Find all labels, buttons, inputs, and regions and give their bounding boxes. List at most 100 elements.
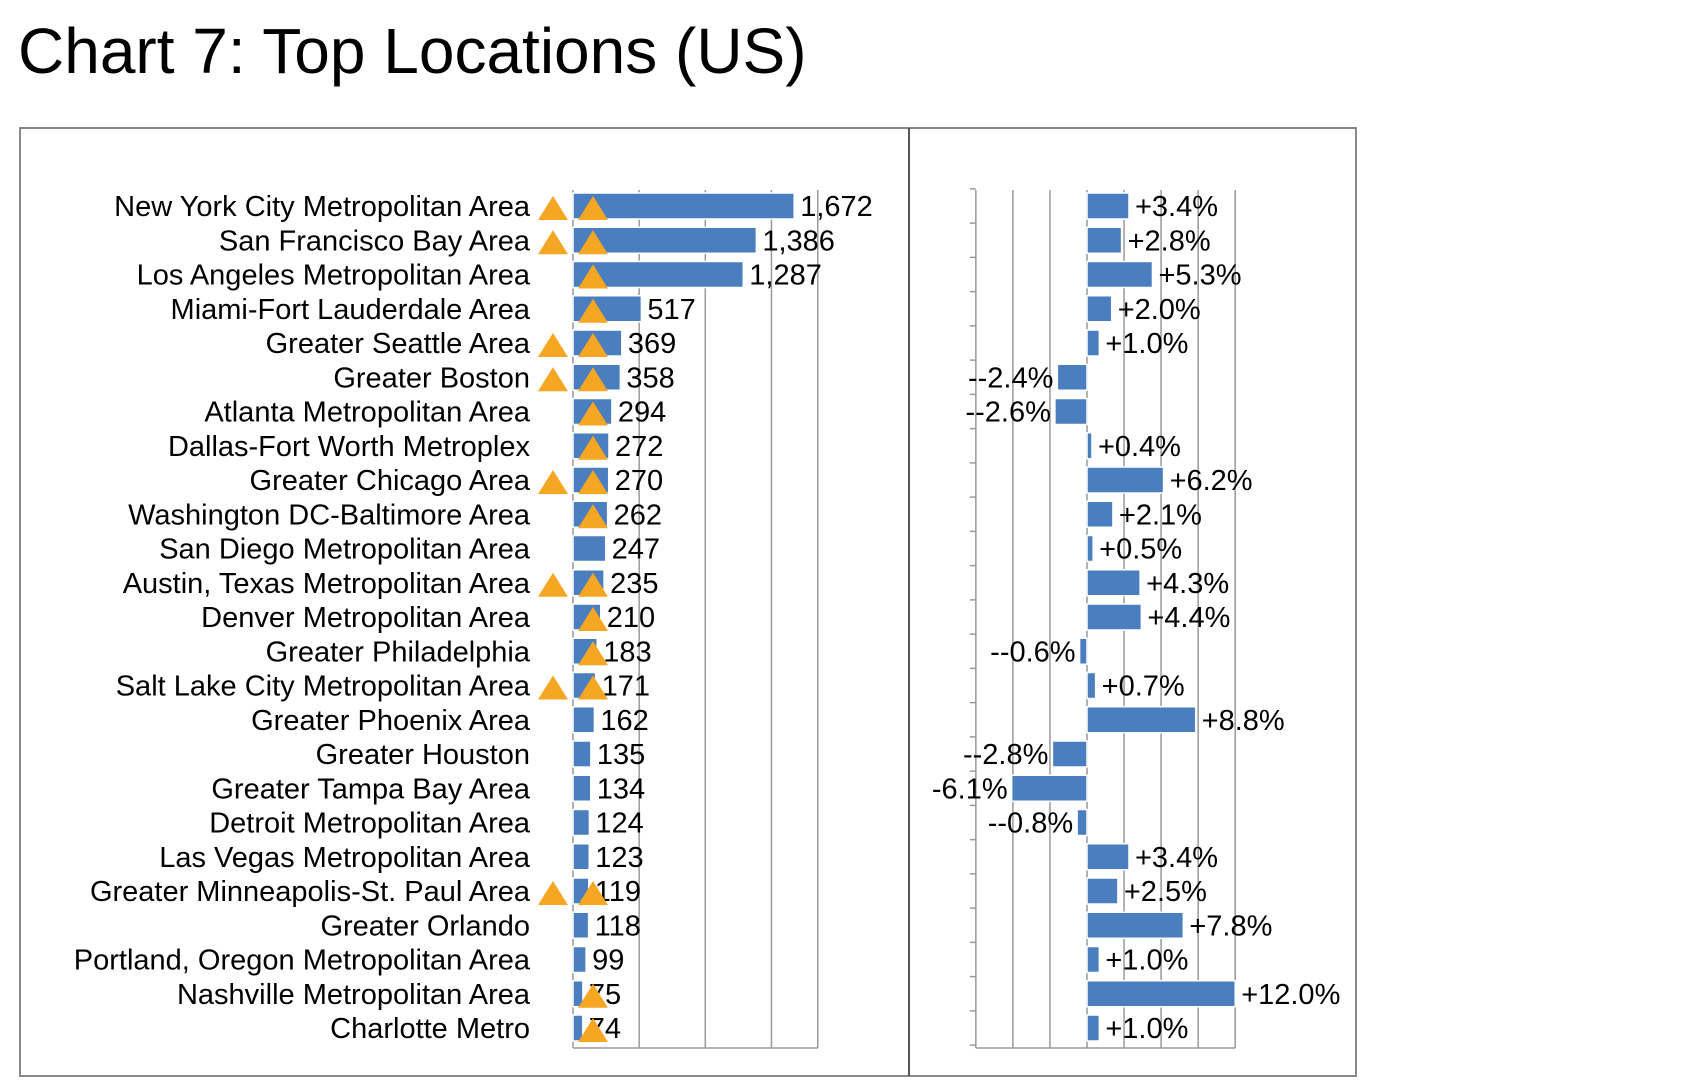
category-trend-marker: [538, 881, 568, 905]
count-bar: [572, 808, 591, 837]
location-label: Portland, Oregon Metropolitan Area: [74, 945, 531, 977]
count-value-label: 162: [600, 705, 648, 737]
bar-trend-marker: [578, 675, 608, 700]
count-value-label: 183: [603, 636, 651, 668]
bar-trend-marker: [578, 470, 608, 494]
bar-trend-marker: [578, 230, 608, 255]
growth-bar: [1086, 295, 1113, 323]
count-value-label: 1,672: [800, 191, 873, 223]
growth-bar: [1086, 329, 1101, 357]
count-bar: [572, 1014, 584, 1042]
bar-trend-marker: [578, 572, 608, 597]
growth-bar: [1086, 500, 1114, 528]
growth-value-label: +4.4%: [1147, 602, 1230, 634]
growth-value-label: +4.3%: [1146, 568, 1229, 600]
count-value-label: 1,386: [762, 225, 835, 257]
bar-trend-marker: [578, 196, 608, 220]
growth-value-label: +1.0%: [1105, 945, 1188, 977]
growth-bar: [1086, 534, 1094, 563]
growth-value-label: +8.8%: [1202, 705, 1285, 737]
count-value-label: 517: [647, 294, 695, 326]
bar-trend-marker: [578, 435, 608, 460]
growth-value-label: +12.0%: [1241, 979, 1340, 1011]
location-label: Greater Seattle Area: [266, 328, 531, 360]
trend-markers: [538, 196, 608, 1042]
location-label: Greater Houston: [316, 739, 530, 771]
count-bar: [572, 774, 592, 802]
category-trend-marker: [538, 367, 568, 392]
count-bar: [572, 980, 584, 1008]
growth-value-label: -6.1%: [932, 773, 1008, 805]
growth-bars: [1010, 192, 1236, 1042]
location-label: Greater Philadelphia: [266, 636, 531, 668]
location-label: Greater Phoenix Area: [251, 705, 531, 737]
location-label: San Diego Metropolitan Area: [159, 534, 531, 566]
growth-bar: [1086, 1014, 1101, 1042]
growth-bar: [1086, 706, 1197, 734]
count-value-label: 135: [597, 739, 645, 771]
count-value-label: 272: [615, 431, 663, 463]
count-bar: [572, 740, 592, 768]
growth-value-label: +0.5%: [1099, 534, 1182, 566]
category-trend-marker: [538, 675, 568, 700]
growth-bar: [1078, 637, 1088, 665]
category-trend-marker: [538, 196, 568, 220]
growth-value-label: +5.3%: [1158, 260, 1241, 292]
location-label: Washington DC-Baltimore Area: [128, 499, 531, 531]
count-bar: [572, 706, 596, 734]
location-label: Dallas-Fort Worth Metroplex: [168, 431, 531, 463]
location-label: Denver Metropolitan Area: [201, 602, 531, 634]
growth-bar: [1056, 363, 1088, 391]
count-bar: [572, 192, 795, 220]
growth-bar: [1086, 432, 1093, 460]
growth-value-label: +2.1%: [1119, 499, 1202, 531]
bar-trend-marker: [578, 504, 608, 529]
category-trend-marker: [538, 333, 568, 357]
page-title: Chart 7: Top Locations (US): [18, 15, 807, 87]
growth-bar: [1086, 945, 1101, 974]
location-label: Miami-Fort Lauderdale Area: [171, 294, 531, 326]
growth-value-label: +2.0%: [1118, 294, 1201, 326]
growth-value-label: +0.7%: [1102, 671, 1185, 703]
growth-value-label: --0.8%: [988, 808, 1073, 840]
count-value-label: 247: [612, 534, 660, 566]
growth-value-label: +1.0%: [1105, 328, 1188, 360]
bar-trend-marker: [578, 1018, 608, 1042]
growth-value-label: +0.4%: [1098, 431, 1181, 463]
bar-trend-marker: [578, 881, 608, 905]
count-value-label: 99: [592, 945, 624, 977]
growth-bar: [1086, 911, 1185, 939]
category-trend-marker: [538, 572, 568, 597]
bar-trend-marker: [578, 983, 608, 1008]
bar-trend-marker: [578, 641, 608, 666]
growth-value-label: --0.6%: [990, 636, 1075, 668]
count-value-label: 358: [626, 362, 674, 394]
count-value-label: 270: [615, 465, 663, 497]
growth-bar: [1086, 877, 1119, 905]
growth-bar: [1010, 774, 1088, 802]
location-label: New York City Metropolitan Area: [114, 191, 531, 223]
location-label: Greater Boston: [333, 362, 530, 394]
count-value-label: 369: [628, 328, 676, 360]
count-value-label: 123: [595, 842, 643, 874]
growth-bar: [1086, 466, 1165, 494]
growth-value-label: +2.8%: [1128, 225, 1211, 257]
location-label: Las Vegas Metropolitan Area: [159, 842, 531, 874]
growth-value-label: +6.2%: [1170, 465, 1253, 497]
count-bar: [572, 945, 587, 974]
location-label: Nashville Metropolitan Area: [177, 979, 531, 1011]
location-label: Atlanta Metropolitan Area: [204, 397, 531, 429]
location-label: Charlotte Metro: [330, 1013, 530, 1045]
growth-bar: [1086, 603, 1143, 631]
growth-bar: [1086, 569, 1141, 597]
growth-value-label: --2.6%: [965, 397, 1050, 429]
growth-bar: [1051, 740, 1088, 768]
growth-value-label: +1.0%: [1105, 1013, 1188, 1045]
count-value-label: 262: [614, 499, 662, 531]
growth-value-label: +3.4%: [1135, 842, 1218, 874]
growth-value-labels: +3.4%+2.8%+5.3%+2.0%+1.0%--2.4%--2.6%+0.…: [932, 191, 1340, 1045]
growth-value-label: --2.4%: [968, 362, 1053, 394]
location-label: Austin, Texas Metropolitan Area: [123, 568, 531, 600]
location-label: San Francisco Bay Area: [219, 225, 531, 257]
